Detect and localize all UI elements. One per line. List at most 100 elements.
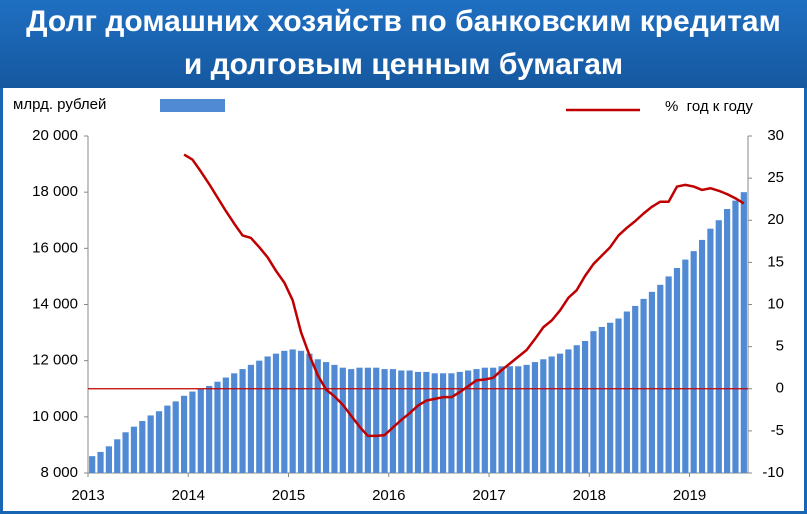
bar <box>272 353 280 473</box>
x-tick-label: 2015 <box>272 487 305 504</box>
y2-tick-label: 5 <box>776 338 784 355</box>
y2-tick-label: -10 <box>762 464 784 481</box>
bar <box>239 369 246 473</box>
bar <box>281 350 288 473</box>
bar <box>648 291 656 473</box>
bar <box>323 362 330 473</box>
bar <box>414 371 422 473</box>
bar <box>206 385 213 473</box>
bar <box>657 284 664 473</box>
x-tick-label: 2018 <box>573 487 606 504</box>
bar <box>189 391 196 473</box>
bar <box>439 373 447 473</box>
bar <box>348 369 355 473</box>
bar <box>97 451 104 473</box>
bar <box>264 356 271 473</box>
bar <box>139 421 146 473</box>
y2-tick-label: 10 <box>767 295 784 312</box>
y2-tick-label: 15 <box>767 253 784 270</box>
bar <box>222 377 229 473</box>
bar <box>356 367 363 473</box>
x-tick-label: 2014 <box>172 487 205 504</box>
bar <box>673 267 681 473</box>
bar <box>523 364 530 473</box>
chart: 8 000 10 000 12 000 14 000 16 000 18 000 20 00… <box>3 88 804 511</box>
bar <box>431 373 438 473</box>
y2-tick-label: -5 <box>771 422 784 439</box>
bar <box>306 353 313 473</box>
title-banner: Долг домашних хозяйств по банковским кре… <box>0 0 807 88</box>
bar <box>506 366 513 473</box>
y-tick-label: 20 000 <box>32 127 78 144</box>
bar <box>740 192 747 473</box>
bar <box>247 364 255 473</box>
bar <box>406 370 413 473</box>
bar <box>381 369 388 473</box>
x-tick-label: 2013 <box>71 487 104 504</box>
bar <box>114 439 121 473</box>
bar <box>155 411 163 473</box>
bar <box>456 371 463 473</box>
legend-label: % год к году <box>665 98 753 115</box>
bar <box>540 359 547 473</box>
bar <box>590 331 597 473</box>
bar <box>665 276 672 473</box>
title-line: и долговым ценным бумагам <box>183 48 624 81</box>
x-tick-label: 2016 <box>372 487 405 504</box>
bar <box>498 366 505 473</box>
y-tick-label: 12 000 <box>32 352 78 369</box>
bar <box>632 305 639 473</box>
bar <box>289 349 296 473</box>
bar <box>515 366 522 473</box>
bar <box>389 369 397 473</box>
bar <box>105 446 112 473</box>
bar <box>481 367 488 473</box>
y-tick-label: 10 000 <box>32 408 78 425</box>
y-tick-label: 18 000 <box>32 183 78 200</box>
y-tick-label: 14 000 <box>32 295 78 312</box>
y2-tick-label: 25 <box>767 169 784 186</box>
bar <box>398 370 405 473</box>
bar <box>423 371 430 473</box>
bar <box>598 326 605 473</box>
bar <box>732 200 739 473</box>
bar <box>314 359 321 473</box>
bar <box>130 426 138 473</box>
title-line: Долг домашних хозяйств по банковским кре… <box>26 5 781 38</box>
bar <box>465 370 472 473</box>
y2-tick-label: 20 <box>767 211 784 228</box>
bar <box>607 322 614 473</box>
bar <box>573 345 580 473</box>
bar <box>473 369 480 473</box>
y-tick-label: 16 000 <box>32 239 78 256</box>
bar <box>623 311 630 473</box>
bar <box>531 362 539 473</box>
x-tick-label: 2017 <box>472 487 505 504</box>
bar <box>197 388 204 473</box>
bar <box>89 456 96 473</box>
bar <box>231 373 238 473</box>
bar <box>297 350 305 473</box>
x-tick-label: 2019 <box>673 487 706 504</box>
y2-tick-label: 30 <box>767 127 784 144</box>
bar <box>707 228 714 473</box>
bar <box>164 405 171 473</box>
bar <box>715 220 722 473</box>
line <box>183 153 745 438</box>
bar <box>640 298 647 473</box>
bar <box>698 239 706 473</box>
y-tick-label: 8 000 <box>40 464 78 481</box>
bar <box>122 432 129 473</box>
bar <box>172 401 179 473</box>
legend-label: млрд. рублей <box>13 96 106 113</box>
bar <box>364 367 371 473</box>
bar <box>339 367 346 473</box>
bar <box>690 251 697 473</box>
bar <box>581 341 589 473</box>
bar <box>256 360 263 473</box>
bar <box>490 367 497 473</box>
bar <box>214 381 221 473</box>
bar <box>565 349 572 473</box>
bar <box>548 356 555 473</box>
bar <box>180 395 188 473</box>
